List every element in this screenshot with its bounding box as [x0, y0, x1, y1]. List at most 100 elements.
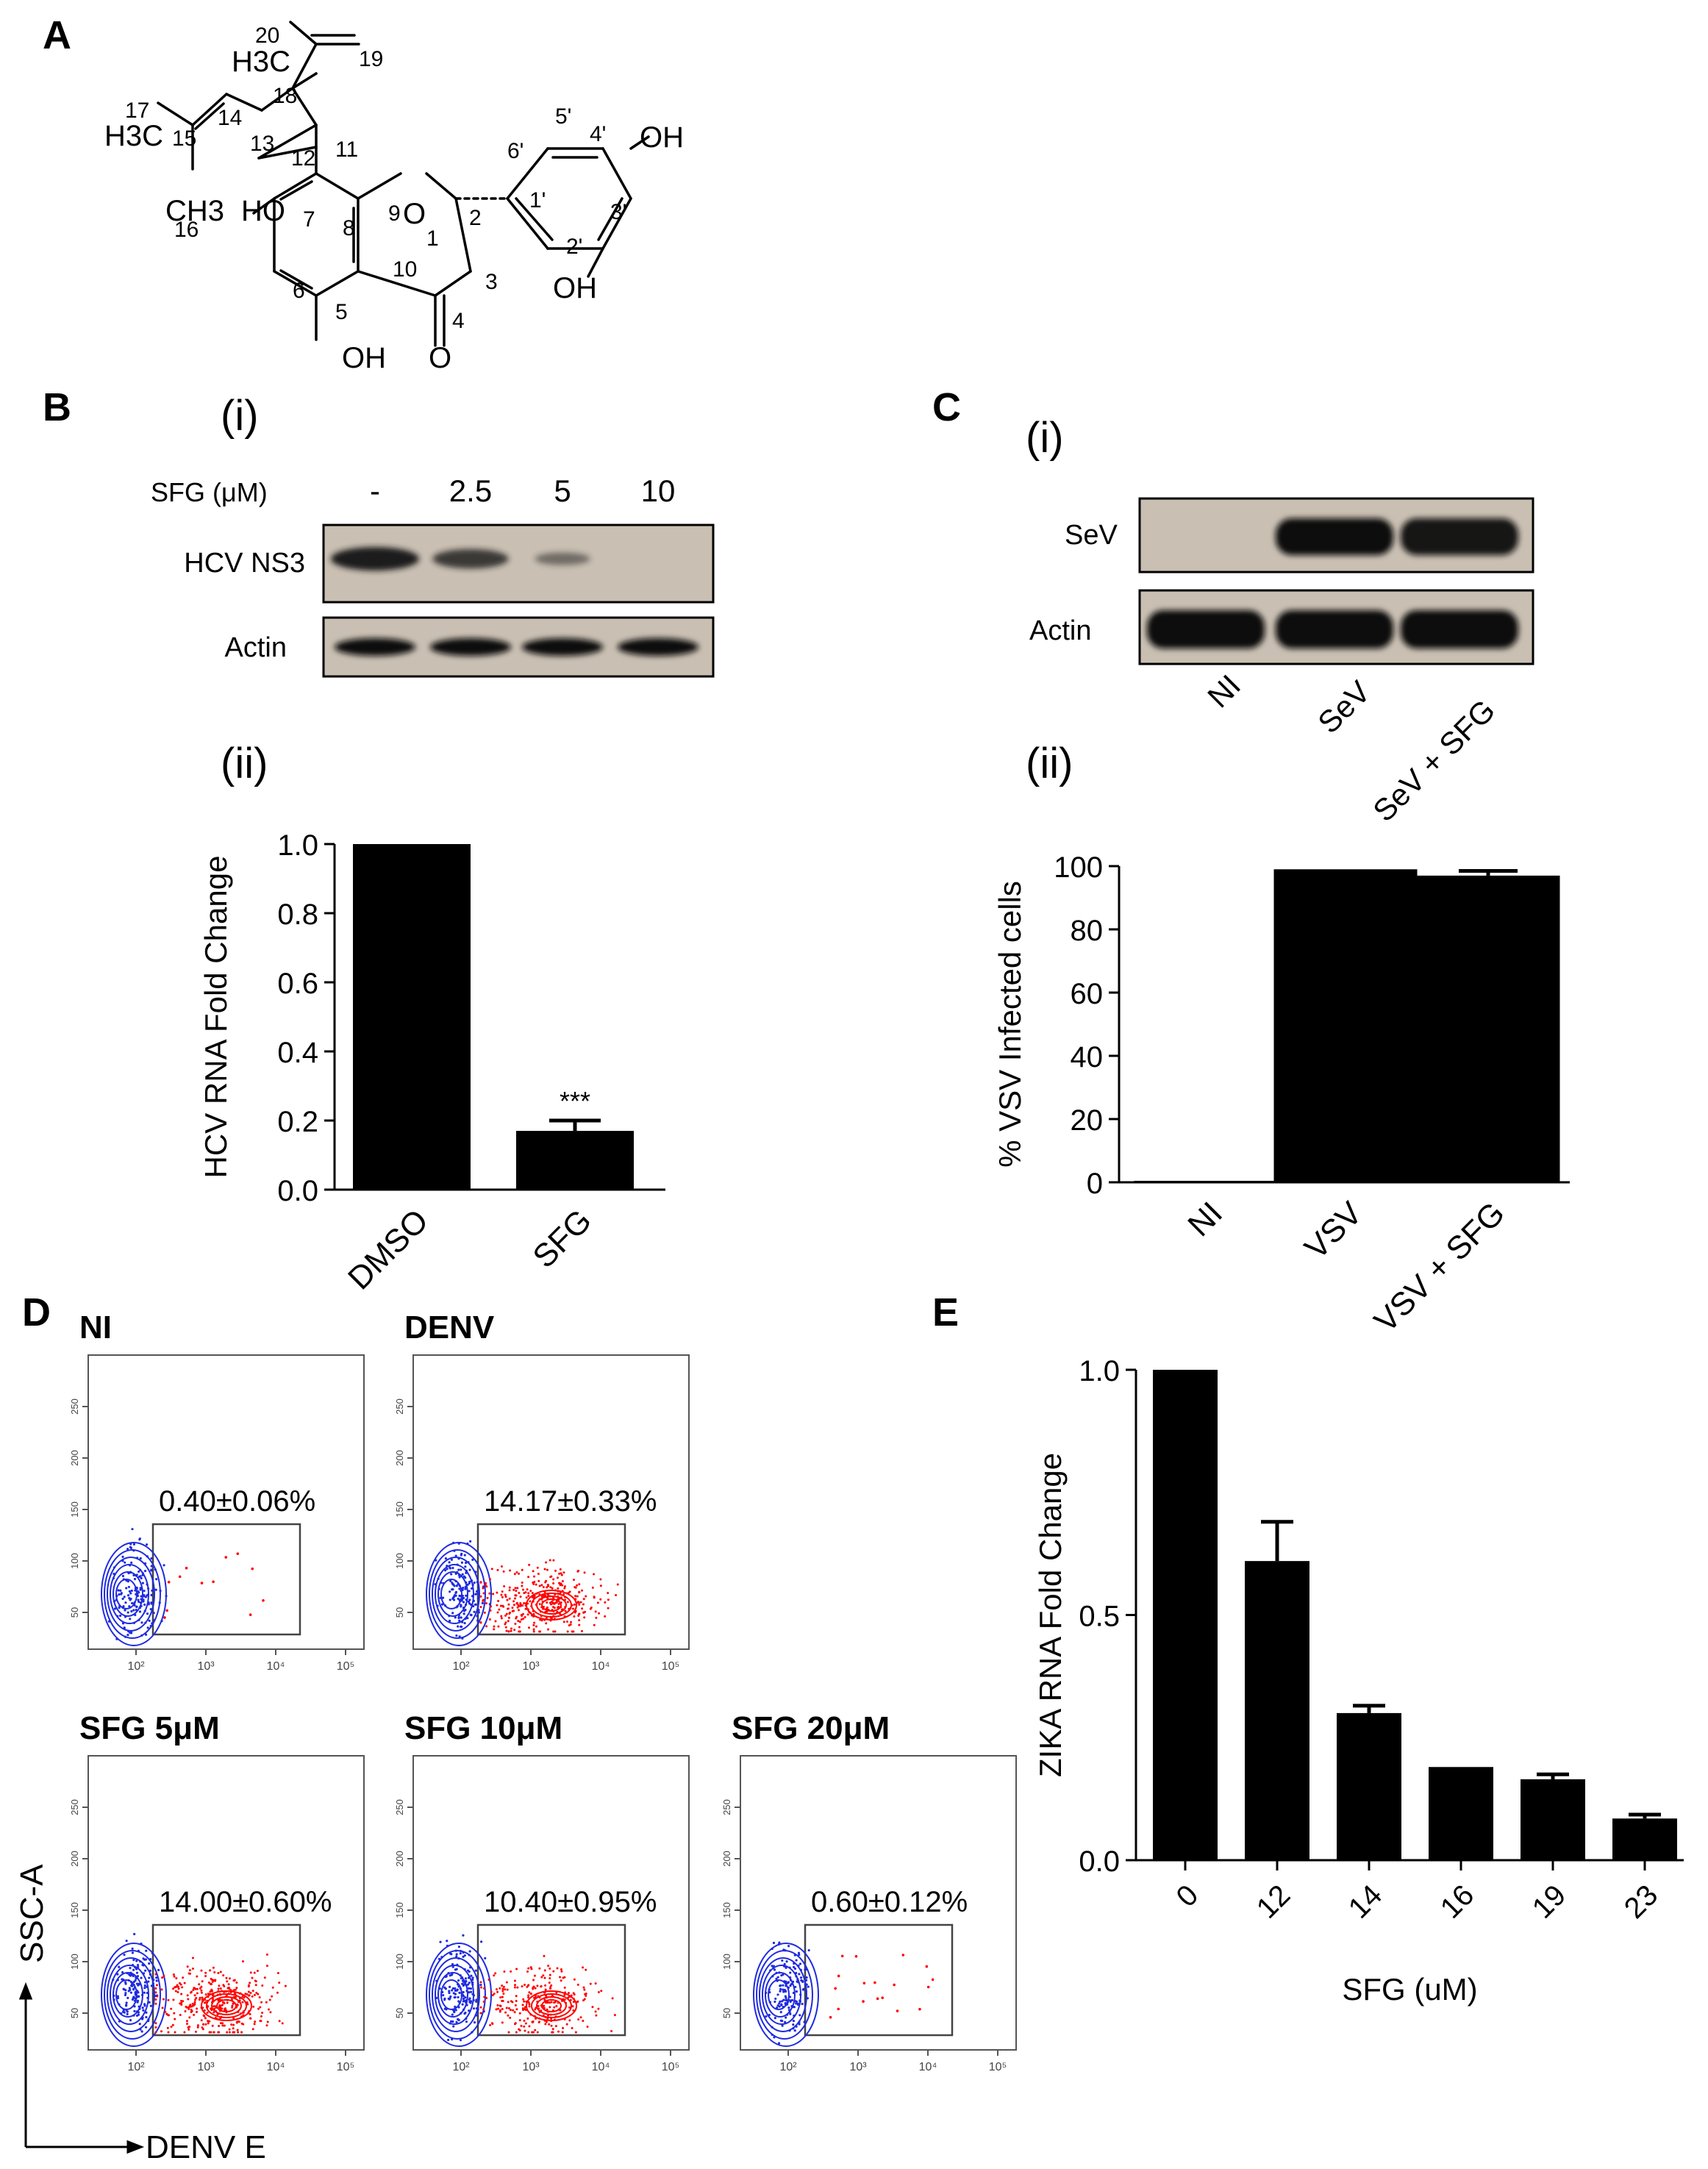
negative-event — [434, 1583, 437, 1586]
negative-event — [451, 1987, 454, 1990]
x-tick-label: 10⁴ — [592, 1660, 610, 1673]
negative-event — [119, 1589, 122, 1592]
positive-event — [284, 1984, 287, 1987]
y-tick-label: 80 — [1071, 915, 1104, 947]
positive-event — [521, 1584, 524, 1587]
positive-event — [521, 1604, 524, 1607]
positive-event — [228, 2031, 231, 2034]
negative-event — [149, 1608, 152, 1611]
atom-number: 5' — [555, 104, 571, 129]
negative-event — [792, 1991, 795, 1995]
positive-event — [190, 2009, 193, 2012]
positive-event — [553, 2006, 556, 2009]
negative-event — [137, 1570, 140, 1573]
negative-event — [458, 1584, 461, 1587]
negative-event — [146, 1587, 150, 1590]
negative-event — [457, 2006, 460, 2009]
positive-event — [597, 1990, 600, 1993]
negative-event — [139, 1588, 142, 1591]
positive-event — [893, 1983, 896, 1987]
positive-event — [231, 2004, 234, 2007]
positive-event — [214, 1979, 217, 1982]
positive-event — [515, 1571, 518, 1574]
positive-event — [200, 1985, 203, 1988]
positive-event — [493, 1625, 496, 1628]
negative-event — [465, 1594, 468, 1597]
positive-event — [517, 1604, 520, 1607]
positive-event — [580, 1630, 583, 1633]
positive-event — [545, 2020, 548, 2023]
positive-event — [217, 1987, 220, 1990]
negative-event — [152, 1587, 155, 1590]
negative-event — [789, 2000, 792, 2003]
positive-event — [488, 1578, 491, 1581]
positive-event — [509, 2009, 512, 2012]
positive-population-contour — [526, 1590, 577, 1621]
negative-event — [793, 2006, 796, 2009]
negative-event — [148, 2001, 151, 2004]
positive-event — [499, 1987, 501, 1990]
positive-event — [582, 1966, 585, 1969]
positive-event — [545, 1616, 548, 1619]
positive-event — [554, 1569, 557, 1572]
negative-event — [443, 1998, 446, 2001]
positive-event — [607, 1598, 610, 1601]
negative-event — [128, 1605, 131, 1608]
positive-event — [549, 1986, 552, 1989]
negative-event — [143, 1987, 146, 1990]
positive-population-contour — [536, 1596, 567, 1615]
negative-event — [470, 1587, 474, 1590]
negative-event — [454, 1995, 457, 1998]
negative-event — [464, 1565, 467, 1568]
negative-event — [451, 2020, 454, 2023]
positive-event — [240, 2031, 243, 2034]
negative-event — [141, 1573, 144, 1576]
negative-event — [787, 2007, 790, 2009]
negative-event — [131, 1973, 134, 1976]
positive-event — [576, 1570, 579, 1573]
positive-event — [607, 1607, 610, 1609]
negative-event — [795, 2025, 798, 2028]
negative-event — [139, 1960, 142, 1963]
negative-event — [457, 1557, 460, 1560]
negative-event — [464, 1618, 467, 1621]
negative-event — [448, 1991, 451, 1995]
negative-event — [440, 1603, 444, 1606]
negative-event — [137, 1598, 140, 1601]
positive-event — [548, 2023, 551, 2026]
negative-event — [797, 1951, 801, 1954]
positive-event — [232, 2027, 235, 2030]
negative-event — [796, 2002, 799, 2005]
positive-event — [527, 1967, 530, 1970]
negative-event — [789, 1984, 792, 1987]
positive-event — [236, 1552, 240, 1555]
positive-event — [504, 1626, 507, 1629]
positive-event — [518, 2012, 521, 2015]
positive-event — [540, 1976, 543, 1979]
negative-event — [442, 1993, 445, 1997]
negative-event — [776, 1979, 779, 1982]
negative-event — [440, 1956, 443, 1959]
flow-y-axis-label: SSC-A — [14, 1864, 50, 1963]
negative-event — [445, 1975, 448, 1978]
positive-event — [561, 2031, 564, 2034]
negative-event — [475, 2000, 478, 2003]
positive-event — [571, 2005, 574, 2008]
positive-event — [225, 1976, 228, 1979]
positive-event — [550, 1984, 553, 1987]
negative-event — [776, 1976, 779, 1979]
negative-event — [121, 1622, 125, 1625]
negative-event — [129, 1597, 132, 1601]
positive-event — [232, 2023, 235, 2026]
positive-event — [543, 1969, 546, 1972]
positive-event — [201, 2026, 204, 2029]
positive-event — [519, 1601, 522, 1604]
negative-event — [441, 1596, 445, 1599]
positive-event — [482, 2001, 485, 2004]
negative-event — [137, 1618, 140, 1621]
positive-event — [583, 1571, 586, 1574]
negative-event — [804, 1979, 808, 1982]
negative-event — [134, 1979, 137, 1982]
positive-event — [170, 2026, 173, 2029]
positive-event — [539, 1630, 542, 1633]
